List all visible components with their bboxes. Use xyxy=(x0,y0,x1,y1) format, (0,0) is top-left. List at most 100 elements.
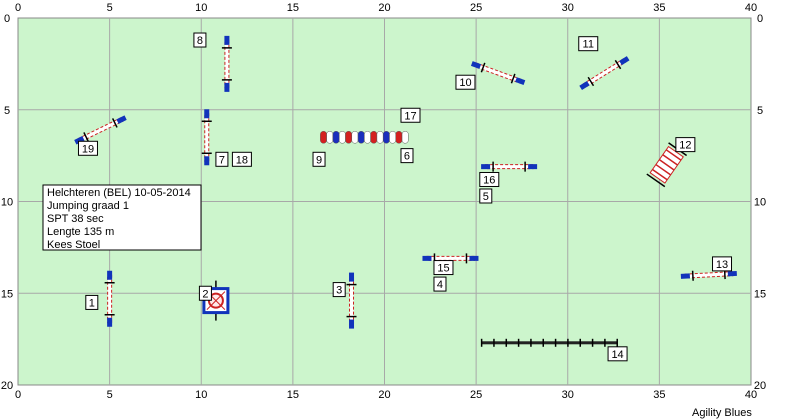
tunnel-segment xyxy=(332,131,340,144)
number-text: 9 xyxy=(316,154,322,166)
jump-wing-right xyxy=(528,164,538,170)
obstacle-number-11: 11 xyxy=(578,36,599,52)
tunnel-segment xyxy=(382,131,390,144)
y-tick-label-left: 5 xyxy=(4,105,10,117)
jump-wing-right xyxy=(469,255,479,261)
number-box xyxy=(198,285,212,301)
obstacle-number-9: 9 xyxy=(312,151,326,167)
number-text: 11 xyxy=(583,39,594,51)
x-tick-label-top: 10 xyxy=(195,2,207,14)
number-text: 6 xyxy=(404,151,410,163)
jump-1 xyxy=(104,270,115,327)
y-tick-label-left: 15 xyxy=(1,288,13,300)
number-box xyxy=(400,107,421,123)
y-tick-label-right: 15 xyxy=(754,288,766,300)
tunnel-6-9-17 xyxy=(320,131,409,144)
tunnel-segment xyxy=(345,131,353,144)
number-text: 4 xyxy=(437,279,443,291)
jump-stand-right xyxy=(614,59,622,70)
number-box xyxy=(479,188,493,204)
number-box xyxy=(231,151,252,167)
jump-wing-left xyxy=(481,164,491,170)
obstacle-number-4: 4 xyxy=(433,276,447,292)
obstacle-number-16: 16 xyxy=(479,171,500,187)
obstacle-number-2: 2 xyxy=(198,285,212,301)
number-box xyxy=(77,140,98,156)
obstacle-number-13: 13 xyxy=(712,256,733,272)
tunnel-segment xyxy=(351,131,359,144)
jump-13 xyxy=(680,269,737,281)
x-tick-label-top: 35 xyxy=(653,2,665,14)
number-text: 12 xyxy=(679,140,691,152)
obstacle-number-8: 8 xyxy=(193,32,207,48)
tunnel-segment xyxy=(370,131,378,144)
obstacle-number-6: 6 xyxy=(400,148,414,164)
jump-wing-left xyxy=(349,272,355,282)
info-judge: Kees Stoel xyxy=(47,239,100,251)
x-tick-label-top: 40 xyxy=(745,2,757,14)
jump-wing-left xyxy=(224,35,230,45)
jump-pole xyxy=(349,276,355,326)
number-text: 19 xyxy=(82,143,94,155)
x-tick-label-top: 5 xyxy=(107,2,113,14)
x-tick-label-bottom: 40 xyxy=(745,389,757,401)
wall-stripe xyxy=(658,159,675,171)
number-text: 8 xyxy=(197,35,203,47)
tunnel-segment xyxy=(389,131,397,144)
x-tick-label-bottom: 20 xyxy=(378,389,390,401)
number-text: 14 xyxy=(611,349,623,361)
number-text: 18 xyxy=(236,154,248,166)
jump-pole xyxy=(204,112,210,162)
number-text: 3 xyxy=(336,285,342,297)
obstacle-number-19: 19 xyxy=(77,140,98,156)
brand-label: Agility Blues xyxy=(692,407,752,419)
y-tick-label-left: 0 xyxy=(4,13,10,25)
x-tick-label-bottom: 5 xyxy=(107,389,113,401)
jump-wing-left xyxy=(107,270,113,280)
x-tick-label-top: 0 xyxy=(15,2,21,14)
jump-wing-right xyxy=(224,82,230,92)
jump-wing-right xyxy=(204,156,210,166)
tunnel-segment xyxy=(357,131,365,144)
jump-5-16 xyxy=(481,161,538,172)
jump-stand-right xyxy=(111,118,118,128)
number-text: 10 xyxy=(459,77,471,89)
x-tick-label-bottom: 0 xyxy=(15,389,21,401)
number-box xyxy=(479,171,500,187)
x-tick-label-bottom: 35 xyxy=(653,389,665,401)
x-tick-label-bottom: 25 xyxy=(470,389,482,401)
number-text: 16 xyxy=(483,174,495,186)
jump-pole xyxy=(484,164,534,170)
x-tick-label-top: 20 xyxy=(378,2,390,14)
y-tick-label-right: 20 xyxy=(754,380,766,392)
y-tick-label-right: 10 xyxy=(754,197,766,209)
jump-stand-left xyxy=(480,62,486,73)
x-tick-label-bottom: 30 xyxy=(562,389,574,401)
jump-wing-right xyxy=(727,270,737,277)
number-text: 13 xyxy=(716,259,728,271)
jump-pole xyxy=(107,274,113,324)
number-box xyxy=(433,260,454,276)
jump-wing-right xyxy=(116,115,127,124)
obstacle-number-14: 14 xyxy=(607,346,628,362)
x-tick-label-top: 30 xyxy=(562,2,574,14)
wall-stripe xyxy=(652,168,668,181)
tunnel-segment xyxy=(364,131,371,144)
y-tick-label-left: 20 xyxy=(1,380,13,392)
number-box xyxy=(332,282,346,298)
number-box xyxy=(712,256,733,272)
number-text: 2 xyxy=(202,288,208,300)
jump-wing-left xyxy=(74,136,85,145)
obstacle-number-15: 15 xyxy=(433,260,454,276)
wall-stripe xyxy=(655,163,672,176)
jump-3 xyxy=(346,272,357,329)
walk-14 xyxy=(480,338,618,347)
number-box xyxy=(193,32,207,48)
number-box xyxy=(85,294,99,310)
jump-wing-right xyxy=(515,77,526,85)
number-box xyxy=(312,151,326,167)
jump-7-18 xyxy=(201,109,212,166)
